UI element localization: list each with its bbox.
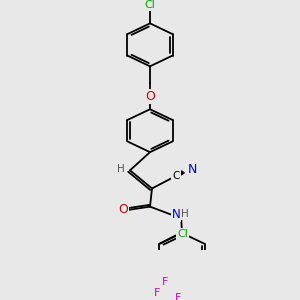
Text: Cl: Cl — [145, 0, 155, 10]
Text: H: H — [181, 209, 189, 219]
Text: C: C — [172, 171, 180, 181]
Text: O: O — [145, 89, 155, 103]
Text: F: F — [175, 293, 182, 300]
Text: Cl: Cl — [177, 229, 188, 239]
Text: O: O — [118, 203, 128, 216]
Text: H: H — [117, 164, 125, 175]
Text: F: F — [154, 288, 161, 298]
Text: N: N — [188, 163, 197, 176]
Text: F: F — [162, 277, 169, 287]
Text: N: N — [172, 208, 180, 220]
